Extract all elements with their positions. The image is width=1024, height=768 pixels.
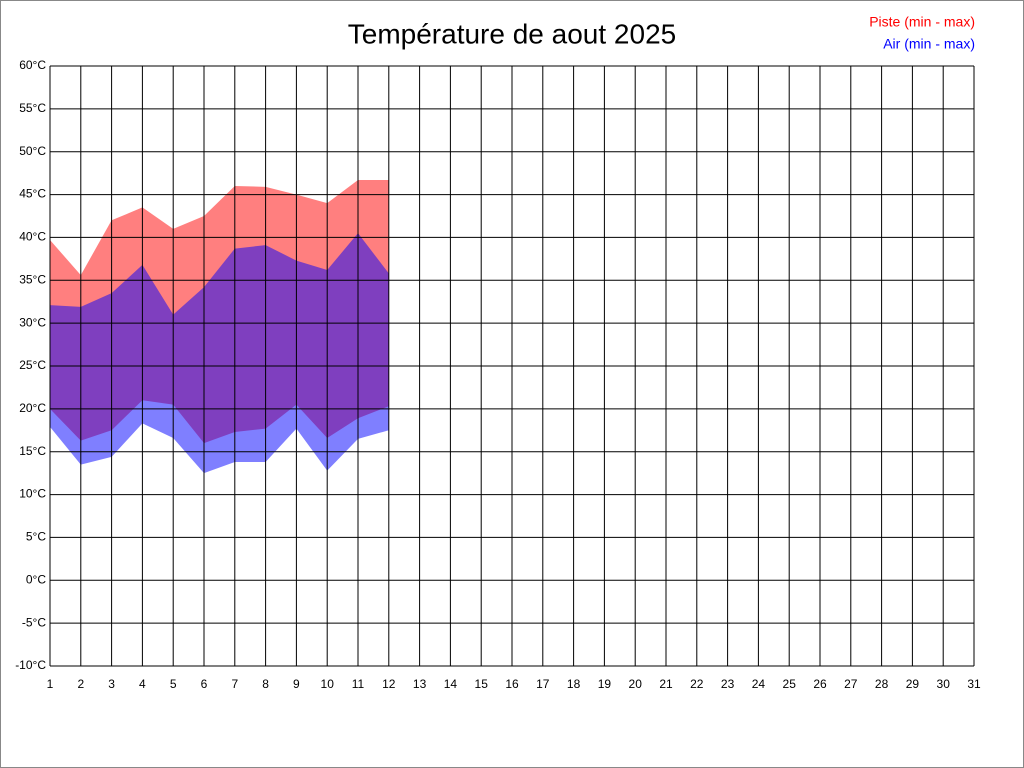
y-tick-label: 15°C bbox=[19, 444, 46, 458]
legend-entry: Piste (min - max) bbox=[869, 14, 975, 30]
x-tick-label: 9 bbox=[293, 677, 300, 691]
x-tick-label: 15 bbox=[475, 677, 489, 691]
x-tick-label: 31 bbox=[967, 677, 981, 691]
chart-title: Température de aout 2025 bbox=[348, 18, 676, 49]
x-tick-label: 16 bbox=[505, 677, 519, 691]
y-tick-label: 45°C bbox=[19, 187, 46, 201]
y-tick-label: 35°C bbox=[19, 272, 46, 286]
x-tick-label: 19 bbox=[598, 677, 612, 691]
x-tick-label: 12 bbox=[382, 677, 396, 691]
x-tick-label: 18 bbox=[567, 677, 581, 691]
x-tick-label: 23 bbox=[721, 677, 735, 691]
x-tick-label: 21 bbox=[659, 677, 673, 691]
y-tick-label: -10°C bbox=[15, 658, 46, 672]
x-tick-label: 28 bbox=[875, 677, 889, 691]
x-tick-label: 2 bbox=[77, 677, 84, 691]
x-tick-label: 24 bbox=[752, 677, 766, 691]
y-tick-label: 0°C bbox=[26, 572, 46, 586]
y-tick-label: 25°C bbox=[19, 358, 46, 372]
y-tick-label: 40°C bbox=[19, 230, 46, 244]
y-tick-label: -5°C bbox=[22, 615, 46, 629]
x-tick-label: 3 bbox=[108, 677, 115, 691]
x-tick-label: 14 bbox=[444, 677, 458, 691]
y-tick-label: 5°C bbox=[26, 530, 46, 544]
x-tick-label: 25 bbox=[783, 677, 797, 691]
x-tick-label: 7 bbox=[231, 677, 238, 691]
x-tick-label: 5 bbox=[170, 677, 177, 691]
x-tick-label: 4 bbox=[139, 677, 146, 691]
range-area bbox=[50, 233, 389, 474]
y-tick-label: 20°C bbox=[19, 401, 46, 415]
y-tick-label: 60°C bbox=[19, 58, 46, 72]
y-tick-label: 55°C bbox=[19, 101, 46, 115]
x-tick-label: 20 bbox=[629, 677, 643, 691]
x-tick-label: 22 bbox=[690, 677, 704, 691]
x-tick-label: 1 bbox=[47, 677, 54, 691]
y-tick-label: 50°C bbox=[19, 144, 46, 158]
x-tick-label: 27 bbox=[844, 677, 858, 691]
x-tick-label: 26 bbox=[813, 677, 827, 691]
x-tick-label: 13 bbox=[413, 677, 427, 691]
y-tick-label: 10°C bbox=[19, 487, 46, 501]
x-tick-label: 29 bbox=[906, 677, 920, 691]
x-tick-label: 8 bbox=[262, 677, 269, 691]
y-tick-label: 30°C bbox=[19, 315, 46, 329]
x-tick-label: 30 bbox=[937, 677, 951, 691]
x-tick-label: 6 bbox=[201, 677, 208, 691]
x-tick-label: 11 bbox=[352, 677, 365, 691]
x-tick-label: 10 bbox=[321, 677, 335, 691]
legend-entry: Air (min - max) bbox=[883, 36, 975, 52]
x-tick-label: 17 bbox=[536, 677, 550, 691]
